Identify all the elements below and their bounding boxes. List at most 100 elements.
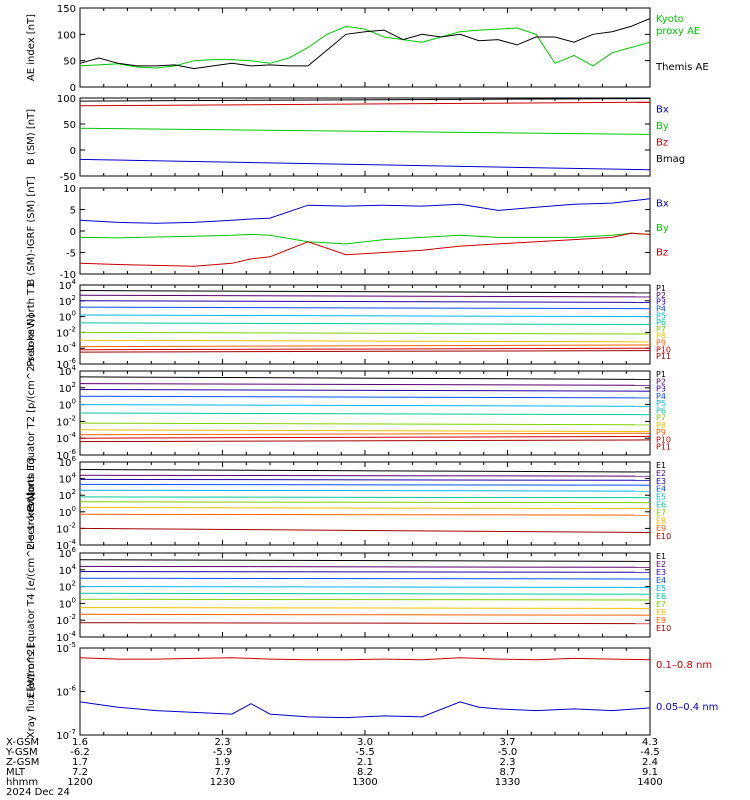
time-axis-value: -5.9 [213,747,233,758]
series-line-by [79,232,651,245]
legend-label: P7 [656,325,666,334]
time-axis-value: -5.0 [498,747,518,758]
legend-label: P2 [656,291,666,300]
series-line-e8 [79,507,651,509]
series-line-p3 [79,389,651,392]
y-tick-label: 0 [70,227,76,238]
legend-label: P3 [656,298,666,307]
series-line-p6 [79,412,651,416]
legend-label: E8 [656,516,666,525]
y-tick-label: -5 [66,249,76,260]
legend-label: E7 [656,508,666,517]
time-axis-value: -6.2 [70,747,90,758]
series-line-e6 [79,592,651,595]
time-axis-value: 1.7 [72,757,88,768]
series-line-e4 [79,577,651,580]
series-line-e1 [79,469,651,473]
legend-label: P8 [656,332,666,341]
time-row-label: Z-GSM [6,757,39,768]
time-axis-value: 1.9 [215,757,231,768]
series-line-p3 [79,300,651,303]
legend-label: 0.1–0.8 nm [656,660,712,671]
y-tick-label: 102 [59,294,76,308]
series-line-e4 [79,483,651,486]
y-tick-label: 10 [63,184,76,195]
legend-label: E4 [656,485,666,494]
y-tick-label: 100 [59,505,76,519]
legend-label: E5 [656,584,666,593]
y-tick-label: 100 [57,30,76,41]
series-line-e9 [79,613,651,616]
legend-label: E5 [656,493,666,502]
series-line-e10 [79,622,651,625]
y-tick-label: 10-4 [56,341,76,355]
time-axis-value: -5.5 [355,747,375,758]
y-axis-label: Electrons Equator T4 [e/(cm^2-s-sr-keV)] [26,492,37,698]
panel-frame [79,187,651,275]
time-axis-value: 3.0 [357,737,373,748]
legend-label: E1 [656,552,666,561]
legend-label: P4 [656,392,666,401]
time-axis-value: 2.4 [642,757,658,768]
series-line-p4 [79,306,651,310]
series-line-e9 [79,513,651,516]
y-tick-label: 100 [59,398,76,412]
legend-label: P11 [656,352,671,361]
series-line-p7 [79,331,651,335]
series-line-p1 [79,290,651,294]
legend-label: Bx [656,198,669,209]
time-axis-value: 3.7 [500,737,516,748]
y-tick-label: 150 [57,4,76,15]
series-line-0-1-0-8-nm [79,657,651,661]
series-line-bz [79,101,651,107]
y-tick-label: 106 [59,455,77,469]
date-label: 2024 Dec 24 [6,787,70,798]
series-line-bz [79,232,651,267]
y-axis-label: Xray flux [W/m^2] [26,645,37,739]
panel-ae: 0 50 100 150 AE index [nT] Kyoto proxy AE Themi… [26,4,709,94]
legend-label: P5 [656,311,666,320]
legend-label: P10 [656,345,671,354]
time-axis-value: 2.1 [357,757,373,768]
legend-label: P2 [656,377,666,386]
series-line-e6 [79,496,651,499]
y-tick-label: 10-5 [56,641,76,655]
series-line-p8 [79,339,651,343]
legend-label: Themis AE [655,62,709,73]
y-tick-label: 104 [59,364,77,378]
panel-bigrf: -10 -5 0 5 10 B (SM)-IGRF (SM) [nT] Bx By Bz [26,176,669,285]
time-axis-value: 4.3 [642,737,658,748]
series-line-e7 [79,501,651,504]
series-line-0-05-0-4-nm [79,701,651,719]
y-tick-label: 10-2 [56,613,76,627]
time-axis-value: 8.2 [357,767,373,778]
legend-label: E7 [656,600,666,609]
time-axis-value: 7.2 [72,767,88,778]
y-axis-label: AE index [nT] [26,14,37,81]
series-line-themis-ae [79,18,651,70]
legend-label: P11 [656,443,671,452]
time-axis-value: 1230 [210,777,235,788]
series-line-e5 [79,586,651,588]
y-axis-label: B (SM) [nT] [26,109,37,165]
series-line-p2 [79,383,651,386]
series-line-e1 [79,559,651,562]
y-tick-label: 5 [70,206,76,217]
time-axis-value: 1200 [67,777,92,788]
y-axis-label: Protons Equator T2 [p/(cm^2-s-sr-keV)] [26,314,37,511]
y-axis-label: Electrons North T3 [26,457,37,550]
time-axis-value: 9.1 [642,767,658,778]
time-axis-value: 2.3 [500,757,516,768]
y-tick-label: 102 [59,580,76,594]
series-line-bmag [79,98,651,102]
legend-label: P9 [656,339,666,348]
panel-frame [79,461,651,546]
series-line-bx [79,158,651,171]
legend-label: Bmag [656,154,685,165]
legend-label: Bx [656,104,669,115]
series-line-p9 [79,432,651,436]
